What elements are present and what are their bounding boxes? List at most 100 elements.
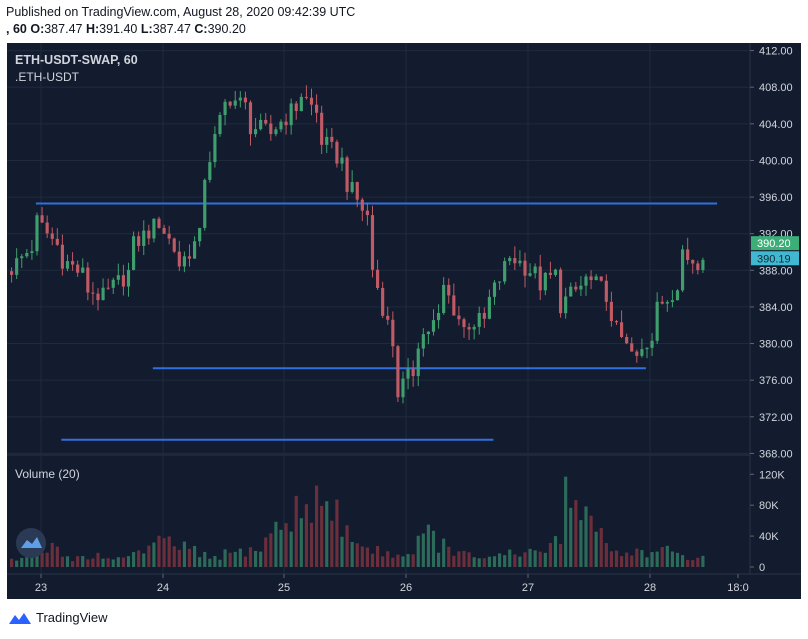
price-tick-label: 384.00 — [759, 302, 793, 314]
price-tick-label: 412.00 — [759, 46, 793, 58]
volume-bar — [569, 507, 573, 567]
chart-container[interactable]: 412.00 408.00 404.00 400.00 396.00 392.00 388.… — [7, 43, 801, 599]
volume-bar — [81, 556, 85, 567]
candle-body — [569, 286, 573, 297]
price-tick-label: 396.00 — [759, 192, 793, 204]
candle-body — [259, 119, 263, 130]
volume-bar — [411, 554, 415, 567]
volume-tick-label: 120K — [759, 469, 785, 481]
candle-body — [630, 343, 634, 352]
candle-body — [198, 227, 202, 242]
volume-bar — [457, 551, 461, 567]
price-tick-label: 372.00 — [759, 412, 793, 424]
candle-body — [533, 266, 537, 274]
ohlc-prefix: , 60 — [6, 22, 27, 36]
volume-bar — [330, 520, 334, 567]
candle-body — [523, 260, 527, 276]
candle-body — [264, 119, 268, 124]
candle-body — [579, 285, 583, 290]
volume-bar — [559, 543, 563, 567]
candle-body — [299, 96, 303, 112]
symbol-subtitle: .ETH-USDT — [15, 70, 80, 84]
candle-body — [543, 272, 547, 291]
candle-body — [187, 256, 192, 259]
volume-bar — [447, 546, 451, 567]
price-chart[interactable]: 412.00408.00404.00400.00396.00392.00388.… — [7, 43, 801, 599]
volume-bar — [340, 536, 344, 567]
candle-body — [228, 101, 232, 106]
candle-body — [675, 290, 680, 301]
candle-body — [518, 260, 522, 264]
volume-bar — [132, 552, 136, 567]
volume-bar — [670, 551, 674, 567]
candle-body — [360, 199, 364, 211]
candle-body — [254, 129, 258, 135]
candle-body — [142, 230, 146, 246]
volume-bar — [599, 527, 603, 567]
candle-body — [182, 256, 186, 267]
volume-bar — [594, 531, 598, 567]
volume-bar — [152, 542, 156, 567]
volume-bar — [645, 557, 649, 567]
volume-bar — [625, 552, 629, 567]
candle-body — [101, 287, 105, 301]
candle-body — [162, 227, 166, 234]
candle-body — [670, 300, 674, 303]
candle-body — [442, 284, 446, 314]
candle-body — [508, 258, 512, 262]
volume-bar — [10, 558, 14, 567]
volume-bar — [91, 558, 95, 567]
volume-bar — [243, 556, 247, 567]
volume-bar — [472, 557, 476, 567]
candle-body — [238, 97, 242, 101]
volume-title[interactable]: Volume (20) — [15, 467, 80, 481]
volume-bar — [579, 520, 583, 567]
volume-bar — [614, 550, 619, 567]
candle-body — [71, 261, 75, 265]
candle-body — [320, 112, 324, 145]
volume-bar — [248, 547, 253, 567]
tradingview-cloud-icon[interactable] — [16, 528, 46, 558]
price-tick-label: 376.00 — [759, 375, 793, 387]
price-tick-label: 408.00 — [759, 82, 793, 94]
tradingview-brand[interactable]: TradingView — [8, 610, 108, 625]
candle-body — [467, 327, 471, 330]
volume-bar — [208, 558, 212, 567]
candle-body — [447, 284, 451, 296]
candle-body — [55, 238, 59, 245]
volume-bar — [15, 560, 19, 567]
candle-body — [635, 351, 639, 356]
candle-body — [498, 281, 502, 283]
candle-body — [411, 368, 415, 377]
candle-body — [553, 269, 558, 275]
chart-plot-background — [7, 43, 750, 574]
symbol-title[interactable]: ETH-USDT-SWAP, 60 — [15, 53, 138, 67]
volume-axis-labels[interactable]: 120K 80K 40K 0 — [750, 469, 785, 574]
volume-bar — [315, 485, 319, 567]
volume-bar — [106, 558, 110, 567]
candle-body — [40, 215, 44, 223]
volume-bar — [640, 550, 644, 567]
time-tick-label: 18:0 — [727, 582, 748, 594]
candle-body — [574, 286, 578, 290]
volume-bar — [126, 556, 131, 567]
volume-bar — [609, 551, 613, 567]
candle-body — [177, 251, 181, 267]
price-axis-labels[interactable]: 412.00408.00404.00400.00396.00392.00388.… — [750, 46, 793, 461]
volume-bar — [274, 521, 278, 567]
volume-bar — [543, 552, 547, 567]
time-axis-labels[interactable]: 23 24 25 26 27 28 18:0 — [35, 574, 749, 594]
volume-bar — [360, 546, 364, 567]
volume-bar — [635, 548, 639, 567]
volume-bar — [376, 546, 380, 567]
candle-body — [589, 276, 593, 281]
candle-body — [421, 334, 425, 349]
candle-body — [701, 259, 705, 271]
volume-bar — [50, 542, 54, 567]
time-tick-label: 27 — [522, 582, 534, 594]
volume-bar — [492, 556, 497, 567]
volume-bar — [325, 501, 329, 567]
volume-bar — [193, 545, 197, 567]
volume-bar — [182, 541, 186, 567]
candle-body — [152, 218, 156, 239]
